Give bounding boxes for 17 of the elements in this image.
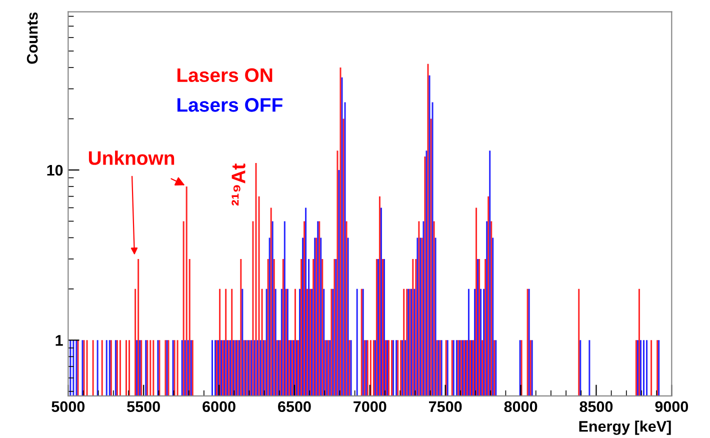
- annotation: Unknown: [88, 150, 174, 165]
- x-tick-label: 5500: [127, 401, 160, 412]
- x-tick-label: 7000: [354, 401, 386, 412]
- x-tick-label: 8500: [580, 401, 613, 412]
- x-tick-label: 9000: [655, 401, 688, 412]
- x-tick-label: 6500: [278, 401, 311, 412]
- text: Lasers ON: [177, 68, 272, 82]
- x-axis-title: Energy [keV]: [579, 420, 671, 435]
- x-tick-label: 6000: [202, 401, 236, 412]
- text: Lasers OFF: [177, 98, 282, 112]
- annotation: ²¹⁹At: [232, 164, 246, 206]
- y-tick-label: 10: [47, 164, 63, 176]
- x-tick-label: 7500: [429, 401, 462, 412]
- x-tick-label: 5000: [52, 401, 85, 412]
- x-tick-label: 8000: [504, 401, 538, 412]
- y-axis-title: Counts: [26, 12, 38, 64]
- y-tick-label: 1: [56, 335, 63, 346]
